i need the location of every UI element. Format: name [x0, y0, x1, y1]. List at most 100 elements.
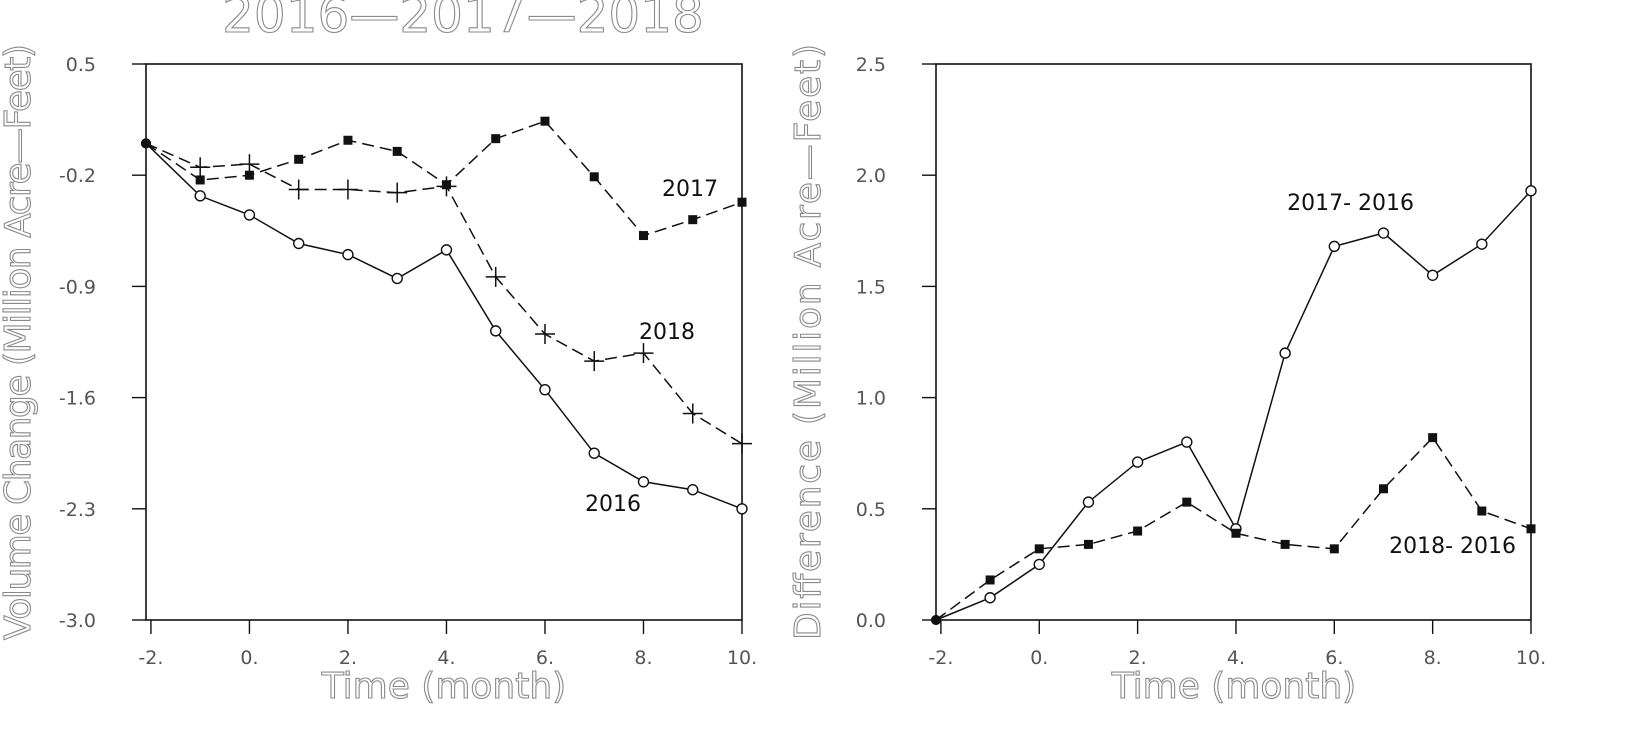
right-difference-chart: 2.5 2.0 1.5 1.0 0.5 0.0 -2. 0. 2. 4. 6. 8. 10. Time (… [787, 43, 1546, 707]
data-point [1378, 484, 1388, 494]
series-2017 [141, 116, 747, 241]
data-point [737, 197, 747, 207]
data-point [984, 592, 996, 604]
y-tick-label: 2.0 [856, 165, 886, 187]
data-point [637, 476, 650, 488]
series-2017-2016 [931, 185, 1537, 625]
data-point [1182, 497, 1192, 507]
y-tick-label: -0.9 [59, 276, 96, 298]
series-label: 2017 [662, 177, 718, 202]
data-point [1426, 269, 1439, 281]
x-tick-label: 10. [727, 647, 757, 669]
plot-frame [935, 63, 1532, 621]
data-point [534, 324, 555, 345]
y-tick-label: 1.5 [856, 276, 886, 298]
data-point [195, 175, 205, 185]
x-axis-label: Time (month) [1111, 666, 1356, 707]
data-point [1328, 240, 1341, 253]
y-tick-label: -0.2 [59, 165, 96, 187]
data-point [485, 266, 506, 287]
data-point [491, 134, 501, 144]
data-point [1082, 496, 1095, 508]
y-tick-label: -3.0 [59, 610, 96, 632]
y-tick-label: 0.5 [856, 499, 886, 521]
data-point [342, 248, 354, 261]
data-point [490, 325, 502, 337]
data-point [337, 179, 358, 200]
data-point [1231, 528, 1241, 538]
data-point [1525, 185, 1537, 197]
origin-point [141, 138, 151, 149]
x-tick-label: 8. [1424, 647, 1442, 669]
data-point [1033, 558, 1045, 571]
data-point [244, 170, 254, 180]
data-point [540, 116, 550, 126]
x-tick-label: 2. [339, 647, 357, 669]
y-tick-label: 2.5 [856, 54, 886, 76]
data-point [436, 176, 457, 197]
x-tick-label: -2. [928, 647, 953, 669]
data-point [1526, 524, 1536, 534]
data-point [638, 231, 648, 241]
data-point [1131, 456, 1144, 468]
data-point [589, 172, 599, 182]
y-tick-label: 0.5 [66, 54, 96, 76]
x-tick-label: 0. [1030, 647, 1048, 669]
data-point [292, 237, 305, 250]
data-point [539, 383, 551, 396]
plot-frame [145, 63, 743, 621]
origin-point [931, 615, 941, 625]
data-point [1280, 539, 1290, 549]
series-2016 [141, 138, 748, 515]
x-tick-label: -2. [138, 647, 163, 669]
data-point [584, 351, 605, 372]
data-point [1083, 539, 1093, 549]
y-axis-label: Volume Change (Million Acre—Feet) [0, 44, 39, 640]
data-point [682, 403, 703, 424]
series-label: 2017- 2016 [1287, 191, 1414, 216]
x-tick-label: 10. [1516, 647, 1546, 669]
x-tick-label: 6. [1325, 647, 1343, 669]
y-axis-label: Difference (Million Acre—Feet) [788, 44, 829, 640]
data-point [985, 575, 995, 585]
data-point [194, 190, 206, 202]
data-point [391, 272, 403, 285]
x-tick-label: 2. [1129, 647, 1147, 669]
series-2018 [141, 138, 752, 454]
x-tick-label: 8. [634, 647, 652, 669]
data-point [1428, 433, 1438, 443]
data-point [1377, 227, 1390, 239]
data-point [588, 447, 600, 459]
data-point [732, 433, 752, 454]
data-point [294, 154, 304, 164]
data-point [633, 343, 654, 364]
data-point [243, 209, 256, 221]
x-tick-label: 6. [536, 647, 554, 669]
data-point [1476, 238, 1488, 250]
data-point [1329, 544, 1339, 554]
y-tick-label: 1.0 [856, 388, 886, 410]
x-axis-label: Time (month) [321, 666, 566, 707]
data-point [1181, 436, 1193, 448]
data-point [387, 182, 408, 203]
y-tick-label: -1.6 [59, 388, 96, 410]
series-2018-2016 [931, 433, 1536, 625]
left-volume-change-chart: 0.5 -0.2 -0.9 -1.6 -2.3 -3.0 -2. 0. 2. 4. 6. 8. 10. T… [0, 43, 757, 707]
series-line [145, 120, 743, 237]
data-point [1477, 506, 1487, 516]
data-point [392, 146, 402, 156]
data-point [688, 215, 698, 225]
series-label: 2018- 2016 [1389, 534, 1516, 559]
data-point [1133, 526, 1143, 536]
data-point [239, 154, 260, 175]
series-label: 2018 [639, 320, 695, 345]
x-tick-label: 0. [240, 647, 258, 669]
y-tick-label: -2.3 [59, 499, 96, 521]
data-point [736, 503, 748, 515]
data-point [288, 179, 309, 200]
chart-title: 2016—2017—2018 [222, 0, 704, 44]
data-point [190, 157, 211, 178]
y-tick-label: 0.0 [856, 610, 886, 632]
series-label: 2016 [585, 492, 641, 517]
